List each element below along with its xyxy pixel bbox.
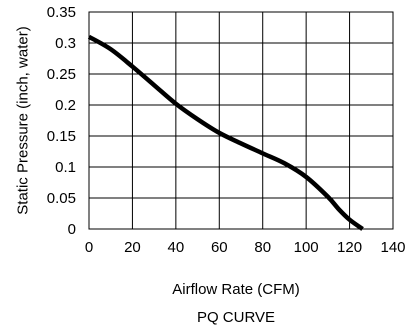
y-axis-title: Static Pressure (inch, water): [15, 26, 32, 214]
x-tick-label: 20: [124, 239, 141, 256]
y-tick-label: 0.25: [47, 66, 76, 83]
x-tick-label: 80: [254, 239, 271, 256]
chart-title: PQ CURVE: [197, 309, 275, 326]
gridlines: [89, 12, 393, 229]
tick-labels: 0 20 40 60 80 100 120 140 0 0.05 0.1 0.15 0.2 0.25 0.3…: [47, 4, 406, 256]
x-axis-title: Airflow Rate (CFM): [172, 281, 300, 298]
y-tick-label: 0: [68, 221, 76, 238]
x-tick-label: 100: [294, 239, 319, 256]
plot-frame: [88, 11, 394, 230]
y-tick-label: 0.2: [55, 97, 76, 114]
y-tick-label: 0.35: [47, 4, 76, 21]
x-tick-label: 140: [380, 239, 405, 256]
y-tick-label: 0.15: [47, 128, 76, 145]
series-layer: [87, 34, 364, 231]
y-tick-label: 0.1: [55, 159, 76, 176]
x-tick-label: 60: [211, 239, 228, 256]
x-tick-label: 40: [168, 239, 185, 256]
y-tick-label: 0.05: [47, 190, 76, 207]
x-tick-label: 0: [85, 239, 93, 256]
x-tick-label: 120: [337, 239, 362, 256]
y-tick-label: 0.3: [55, 35, 76, 52]
pq-curve-line: [87, 34, 364, 231]
